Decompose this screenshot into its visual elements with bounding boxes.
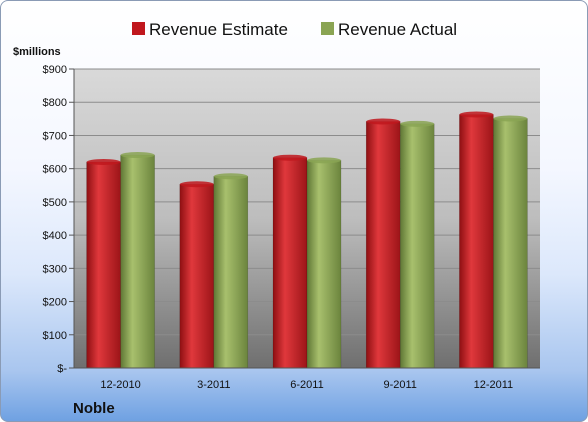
x-tick-label: 9-2011 <box>383 379 416 391</box>
y-tick-label: $900 <box>43 64 67 76</box>
y-tick-label: $400 <box>43 230 67 242</box>
bar-estimate <box>179 184 215 369</box>
bar-cap-actual <box>120 152 155 159</box>
bar-cap-estimate <box>459 111 494 118</box>
bar-cap-estimate <box>86 159 121 166</box>
bar-cap-estimate <box>366 118 401 125</box>
bar-actual <box>399 123 435 369</box>
bar-estimate <box>86 161 121 369</box>
x-tick-label: 12-2010 <box>100 379 140 391</box>
x-tick-label: 12-2011 <box>474 379 514 391</box>
bar-cap-actual <box>307 157 341 164</box>
y-tick-label: $500 <box>43 197 67 209</box>
company-name: Noble <box>73 400 115 417</box>
legend-swatch-actual <box>321 22 334 35</box>
bar-actual <box>120 154 155 369</box>
bars <box>86 111 528 369</box>
y-tick-label: $- <box>57 363 67 375</box>
x-tick-label: 3-2011 <box>197 379 230 391</box>
y-tick-label: $700 <box>43 130 67 142</box>
legend: Revenue Estimate Revenue Actual <box>132 20 457 39</box>
y-tick-label: $300 <box>43 263 67 275</box>
y-axis-unit-label: $millions <box>13 46 61 58</box>
y-tick-label: $100 <box>43 330 67 342</box>
bar-actual <box>493 118 528 369</box>
bar-estimate <box>459 114 494 369</box>
bar-estimate <box>365 121 401 369</box>
bar-actual <box>213 176 249 369</box>
legend-label-actual: Revenue Actual <box>338 20 457 39</box>
bar-actual <box>306 160 342 369</box>
bar-cap-estimate <box>179 181 214 188</box>
x-tick-label: 6-2011 <box>290 379 323 391</box>
y-tick-label: $200 <box>43 297 67 309</box>
bar-cap-estimate <box>273 154 307 161</box>
legend-label-estimate: Revenue Estimate <box>149 20 288 39</box>
x-axis: 12-2010 3-2011 6-2011 9-2011 12-2011 <box>74 367 540 391</box>
bar-cap-actual <box>213 173 248 180</box>
y-axis: $- $100 $200 $300 $400 $500 $600 $700 $800 $900 <box>43 64 75 375</box>
y-tick-label: $600 <box>43 164 67 176</box>
legend-swatch-estimate <box>132 22 145 35</box>
bar-estimate <box>272 157 308 369</box>
bar-cap-actual <box>400 120 435 127</box>
y-tick-label: $800 <box>43 97 67 109</box>
bar-cap-actual <box>493 115 528 122</box>
